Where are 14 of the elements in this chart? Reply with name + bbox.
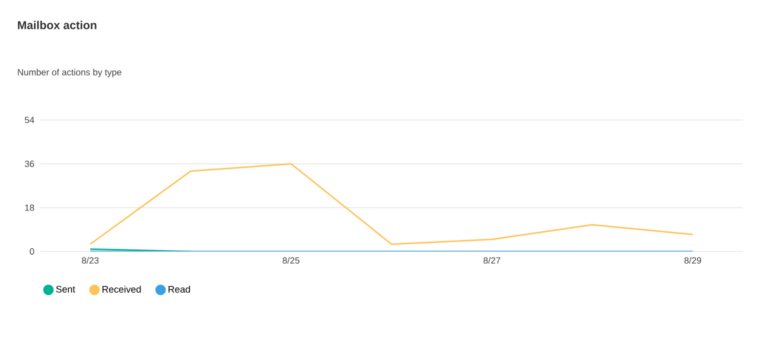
chart-subtitle: Number of actions by type — [18, 68, 122, 78]
line-series — [89, 163, 694, 245]
legend-label: Received — [102, 286, 141, 293]
y-tick-label: 54 — [24, 116, 34, 124]
x-tick-label: 8/29 — [684, 257, 702, 264]
y-tick-label: 0 — [30, 248, 34, 255]
x-tick-label: 8/25 — [282, 257, 300, 264]
chart-title: Mailbox action — [18, 20, 96, 30]
y-tick-label: 18 — [25, 204, 34, 211]
x-tick-label: 8/23 — [82, 257, 99, 264]
legend-label: Sent — [56, 286, 76, 293]
y-tick-label: 36 — [24, 160, 34, 168]
legend-label: Read — [168, 286, 190, 293]
x-tick-label: 8/27 — [484, 257, 500, 264]
